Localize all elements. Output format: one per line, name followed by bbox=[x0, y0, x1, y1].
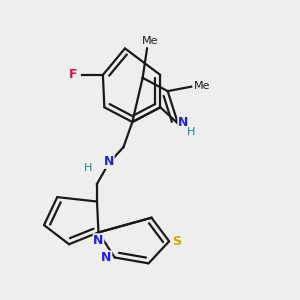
Text: N: N bbox=[178, 116, 188, 128]
Text: N: N bbox=[103, 155, 114, 168]
Text: H: H bbox=[187, 127, 195, 137]
Text: F: F bbox=[69, 68, 78, 81]
Text: S: S bbox=[172, 235, 181, 248]
Text: Me: Me bbox=[142, 36, 158, 46]
Text: H: H bbox=[84, 163, 93, 173]
Text: N: N bbox=[101, 251, 112, 264]
Text: N: N bbox=[93, 234, 104, 247]
Text: Me: Me bbox=[194, 81, 210, 91]
